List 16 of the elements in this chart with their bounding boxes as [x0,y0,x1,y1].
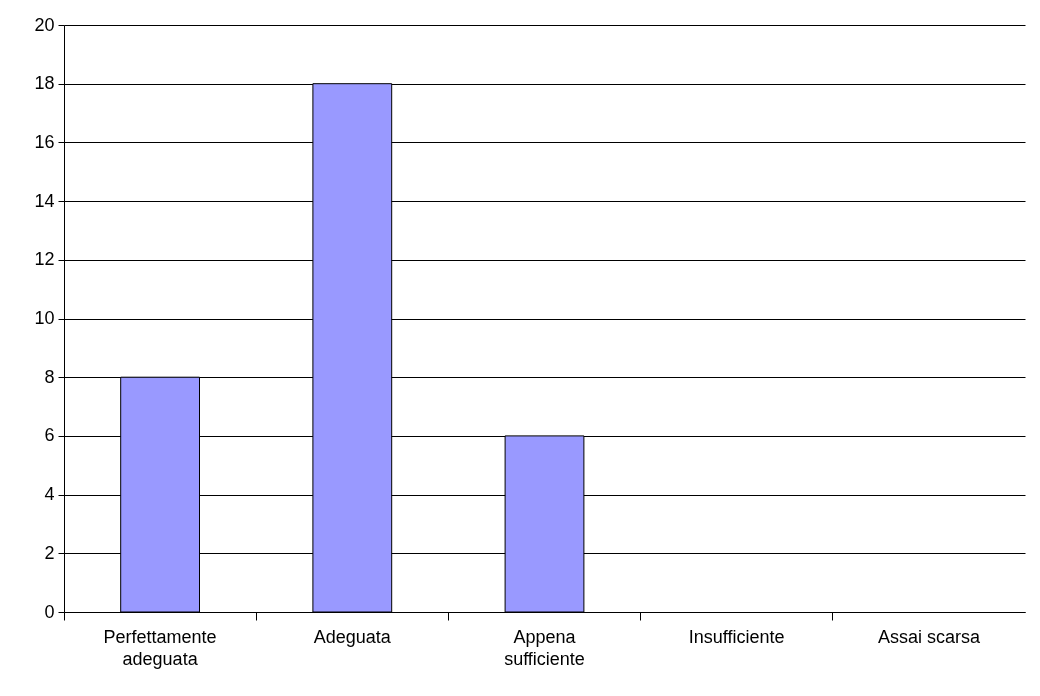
y-tick-label: 20 [34,14,55,35]
y-tick-label: 16 [34,131,55,152]
y-tick-label: 8 [44,366,55,387]
y-tick-label: 10 [34,308,55,328]
y-tick-label: 12 [34,249,55,270]
x-tick-label: Appena sufficiente [504,626,585,669]
x-tick-label: Insufficiente [688,626,785,647]
y-tick-label: 6 [44,425,55,446]
x-tick-label: Adeguata [313,626,392,647]
y-tick-label: 14 [34,190,55,211]
y-tick-label: 0 [44,601,55,622]
x-tick-label: Perfettamente adeguata [103,626,217,669]
y-tick-label: 2 [44,542,55,563]
y-tick-label: 18 [34,73,55,94]
x-tick-label: Assai scarsa [877,626,981,647]
y-tick-label: 4 [44,484,55,505]
